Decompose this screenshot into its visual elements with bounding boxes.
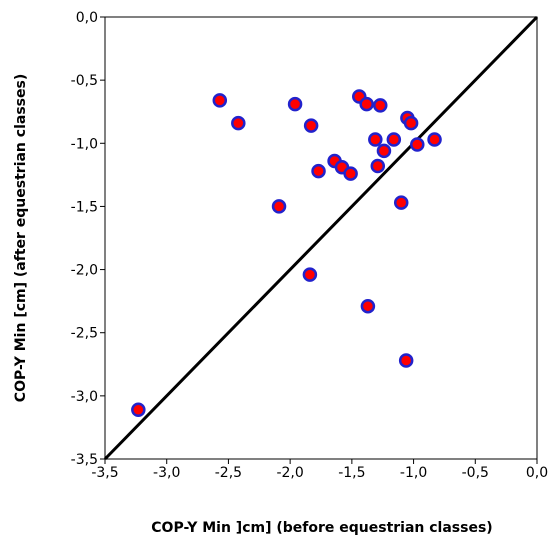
data-point	[343, 166, 358, 181]
data-point	[398, 353, 414, 368]
reference-line	[103, 15, 539, 461]
reference-line-layer	[103, 15, 539, 461]
x-axis-title: COP-Y Min ]cm] (before equestrian classe…	[151, 520, 492, 536]
axes	[100, 16, 538, 464]
data-point	[410, 137, 425, 152]
data-point	[372, 98, 388, 113]
data-point	[370, 158, 386, 174]
data-point	[368, 132, 383, 147]
data-point	[131, 402, 146, 417]
data-point	[386, 132, 402, 147]
data-point	[271, 199, 287, 214]
x-tick-label: -0,5	[462, 465, 489, 481]
x-tick-label: -1,0	[400, 465, 427, 481]
y-tick-label: -2,5	[71, 326, 98, 342]
x-tick-label: 0,0	[526, 465, 548, 481]
data-points	[131, 89, 442, 417]
x-tick-label: -3,0	[153, 465, 180, 481]
data-point	[360, 298, 376, 314]
data-point	[311, 163, 326, 179]
y-tick-label: 0,0	[76, 10, 98, 26]
y-tick-label: -0,5	[71, 73, 98, 89]
data-point	[303, 118, 319, 133]
data-point	[287, 96, 303, 112]
x-tick-label: -2,0	[276, 465, 303, 481]
plot-frame	[104, 16, 538, 460]
y-tick-label: -3,5	[71, 452, 98, 468]
x-tick-label: -1,5	[338, 465, 365, 481]
data-point	[359, 96, 374, 112]
data-point	[393, 195, 409, 210]
data-point	[376, 143, 392, 159]
x-tick-label: -3,5	[91, 465, 118, 481]
x-tick-label: -2,5	[215, 465, 242, 481]
tick-labels: -3,5 -3,0 -2,5 -2,0 -1,5 -1,0 -0,5 0,0 0,0 -0,5 -1…	[71, 10, 548, 481]
data-point	[231, 115, 246, 131]
data-point	[212, 93, 228, 108]
y-tick-label: -3,0	[71, 389, 98, 405]
data-point	[302, 267, 318, 282]
y-tick-label: -1,0	[71, 136, 98, 152]
y-tick-label: -1,5	[71, 199, 98, 215]
data-point	[427, 132, 442, 147]
y-axis-title: COP-Y Min [cm] (after equestrian classes…	[13, 74, 29, 402]
data-point	[403, 115, 419, 131]
y-tick-label: -2,0	[71, 263, 98, 279]
